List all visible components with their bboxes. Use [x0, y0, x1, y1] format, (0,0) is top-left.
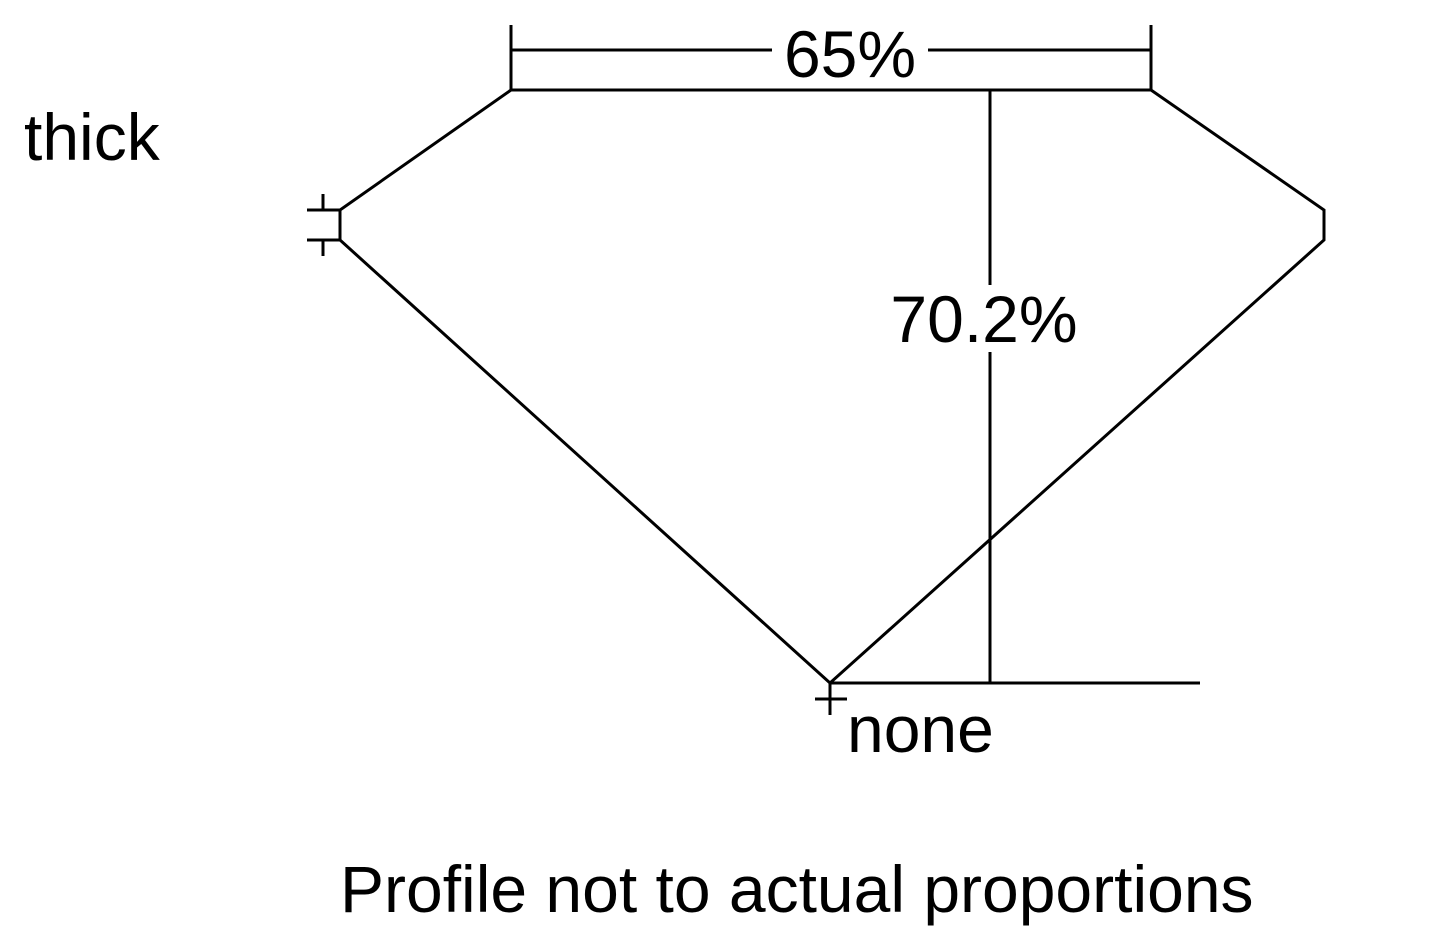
depth-dimension: 70.2% [830, 90, 1200, 685]
table-percent-label: 65% [784, 17, 916, 91]
culet-marker [815, 683, 847, 715]
table-dimension: 65% [509, 17, 1153, 91]
gem-outline [338, 88, 1326, 686]
girdle-markers [307, 194, 340, 256]
girdle-label: thick [24, 100, 161, 174]
depth-percent-label: 70.2% [890, 282, 1077, 356]
culet-label: none [847, 692, 994, 766]
proportions-note: Profile not to actual proportions [340, 852, 1254, 926]
